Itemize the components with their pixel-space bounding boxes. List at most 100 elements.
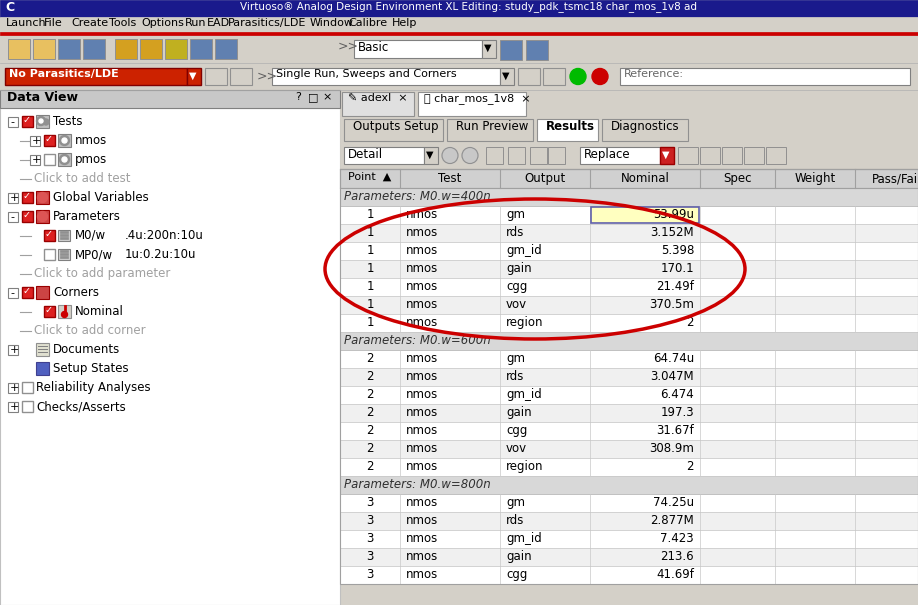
Text: nmos: nmos (406, 406, 438, 419)
Text: Parameters: M0.w=400n: Parameters: M0.w=400n (344, 190, 491, 203)
Text: Replace: Replace (584, 148, 631, 161)
Text: ✓: ✓ (23, 115, 31, 125)
Text: +: + (32, 155, 41, 165)
Bar (44, 230, 55, 241)
Bar (660, 147, 674, 164)
Text: 170.1: 170.1 (660, 262, 694, 275)
Bar (354, 40, 482, 58)
Bar (44, 154, 55, 165)
Bar (22, 192, 33, 203)
Bar (340, 512, 918, 530)
Text: 2.877M: 2.877M (650, 514, 694, 527)
Bar (36, 115, 49, 128)
Bar (272, 68, 500, 85)
Text: C: C (5, 1, 14, 14)
Text: nmos: nmos (406, 496, 438, 509)
Bar (83, 39, 105, 59)
Text: nmos: nmos (406, 226, 438, 239)
Text: ✓: ✓ (45, 134, 53, 144)
Bar (36, 286, 49, 299)
Text: Click to add parameter: Click to add parameter (34, 267, 171, 280)
Text: 1: 1 (366, 316, 374, 329)
Text: 1: 1 (366, 298, 374, 311)
Text: Help: Help (391, 18, 417, 28)
Text: rds: rds (506, 226, 524, 239)
Text: nmos: nmos (406, 424, 438, 437)
Text: Test: Test (438, 172, 462, 185)
Bar (340, 169, 918, 584)
Bar (44, 306, 55, 317)
Bar (0, 32, 918, 35)
Text: gain: gain (506, 406, 532, 419)
Text: 5.398: 5.398 (661, 244, 694, 257)
Bar (340, 224, 918, 242)
Text: 370.5m: 370.5m (649, 298, 694, 311)
Circle shape (60, 136, 70, 145)
Text: 2: 2 (366, 370, 374, 383)
Text: Calibre: Calibre (348, 18, 387, 28)
Text: ✓: ✓ (23, 286, 31, 296)
Text: pmos: pmos (75, 153, 107, 166)
Circle shape (592, 68, 608, 85)
Text: 1: 1 (366, 208, 374, 221)
Bar (500, 40, 522, 60)
Text: +: + (32, 136, 41, 146)
Text: M0/w: M0/w (75, 229, 106, 242)
Text: -: - (10, 117, 14, 127)
Text: Parameters: M0.w=800n: Parameters: M0.w=800n (344, 478, 491, 491)
Bar (526, 40, 548, 60)
Text: 31.67f: 31.67f (656, 424, 694, 437)
Text: 2: 2 (687, 316, 694, 329)
Text: Results: Results (546, 120, 595, 133)
Bar (60, 253, 68, 255)
Bar (58, 153, 71, 166)
Bar (0, 108, 340, 605)
Text: Run: Run (185, 18, 207, 28)
Circle shape (62, 138, 67, 143)
Text: EAD: EAD (207, 18, 230, 28)
Bar (36, 191, 49, 204)
Circle shape (462, 148, 478, 163)
Bar (446, 119, 532, 141)
Text: MP0/w: MP0/w (75, 248, 113, 261)
Bar (215, 39, 237, 59)
Text: +: + (10, 402, 19, 412)
Text: gm_id: gm_id (506, 388, 542, 401)
Bar (722, 147, 742, 164)
Bar (58, 39, 80, 59)
Bar (518, 68, 540, 85)
Text: Tests: Tests (53, 115, 83, 128)
Bar (340, 530, 918, 548)
Text: 2: 2 (687, 460, 694, 473)
Bar (548, 147, 565, 164)
Text: 1u:0.2u:10u: 1u:0.2u:10u (125, 248, 196, 261)
Text: cgg: cgg (506, 568, 527, 581)
Text: nmos: nmos (406, 280, 438, 293)
Text: >>: >> (338, 39, 359, 53)
Text: No Parasitics/LDE: No Parasitics/LDE (9, 69, 118, 79)
Text: nmos: nmos (406, 370, 438, 383)
Text: 3: 3 (366, 496, 374, 509)
Text: gm_id: gm_id (506, 532, 542, 545)
Bar (344, 119, 442, 141)
Bar (580, 147, 660, 164)
Text: nmos: nmos (406, 514, 438, 527)
Circle shape (38, 212, 48, 221)
Text: region: region (506, 460, 543, 473)
Text: ▼: ▼ (484, 43, 491, 53)
Text: +: + (10, 383, 19, 393)
Bar (340, 90, 918, 117)
Text: 3: 3 (366, 532, 374, 545)
Bar (482, 40, 496, 58)
Text: Basic: Basic (358, 41, 389, 54)
Bar (30, 155, 40, 165)
Bar (591, 207, 699, 223)
Text: ▼: ▼ (502, 71, 509, 81)
Bar (543, 68, 565, 85)
Text: 7.423: 7.423 (660, 532, 694, 545)
Text: Single Run, Sweeps and Corners: Single Run, Sweeps and Corners (276, 69, 456, 79)
Bar (620, 68, 910, 85)
Bar (0, 17, 918, 32)
Text: Reliability Analyses: Reliability Analyses (36, 381, 151, 394)
Text: Virtuoso® Analog Design Environment XL Editing: study_pdk_tsmc18 char_mos_1v8 ad: Virtuoso® Analog Design Environment XL E… (240, 1, 697, 12)
